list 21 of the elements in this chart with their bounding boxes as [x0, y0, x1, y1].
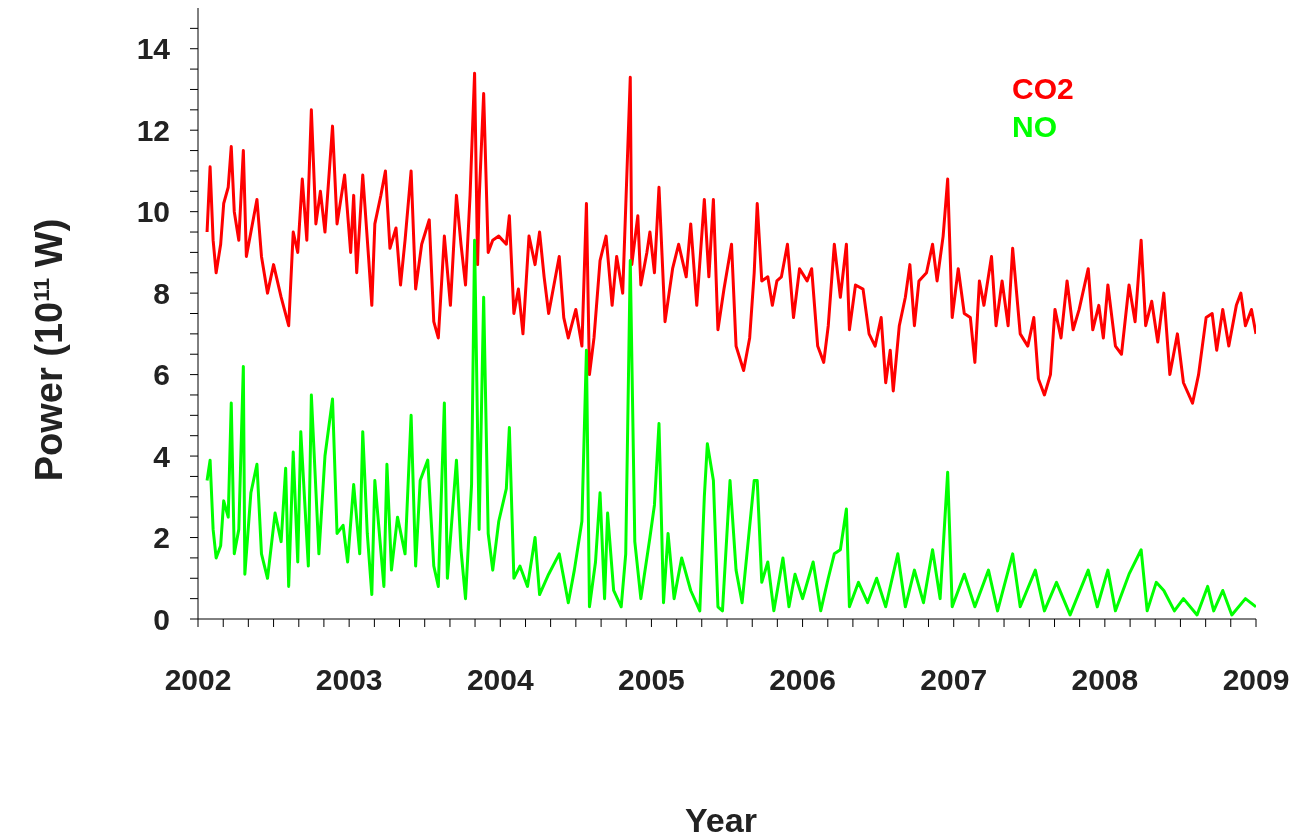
y-tick-label: 4 [153, 439, 171, 473]
line-series [205, 71, 1256, 405]
x-tick-label: 2008 [1071, 663, 1139, 697]
y-tick-label: 6 [153, 358, 170, 392]
y-tick-label: 2 [153, 521, 170, 555]
x-tick-label: 2003 [315, 663, 383, 697]
x-tick-label: 2004 [466, 663, 534, 697]
y-tick-label: 12 [136, 113, 170, 147]
x-tick-label: 2009 [1222, 663, 1290, 697]
y-tick-label: 8 [153, 276, 170, 310]
y-tick-label: 14 [136, 32, 171, 66]
y-tick-label: 10 [136, 195, 170, 229]
x-tick-label: 2002 [164, 663, 232, 697]
x-tick-label: 2007 [920, 663, 988, 697]
x-axis-title: Year [685, 801, 757, 836]
text: CO2 [1012, 71, 1074, 107]
y-tick-label: 0 [153, 602, 170, 636]
x-tick-label: 2006 [769, 663, 836, 697]
line-series [205, 238, 1256, 617]
text: NO [1012, 109, 1058, 145]
x-tick-label: 2005 [618, 663, 685, 697]
